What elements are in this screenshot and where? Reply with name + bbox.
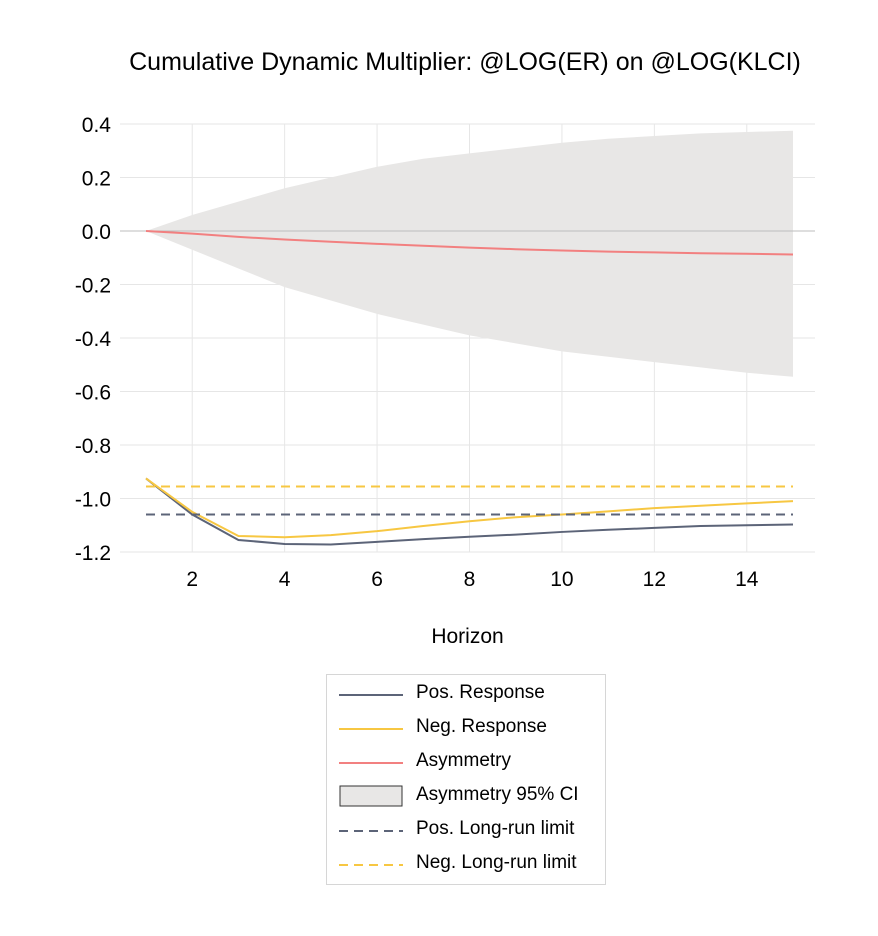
series-line-neg-response (145, 477, 794, 539)
x-tick-label: 10 (550, 568, 573, 591)
legend-label: Pos. Response (416, 682, 545, 703)
x-tick-label: 6 (371, 568, 383, 591)
legend-label: Asymmetry (416, 750, 511, 771)
legend-item: Pos. Response (327, 678, 605, 712)
ci-band (146, 130, 793, 377)
y-tick-label: -0.6 (75, 382, 111, 405)
chart-title: Cumulative Dynamic Multiplier: @LOG(ER) … (129, 48, 801, 76)
x-tick-label: 8 (464, 568, 476, 591)
legend-label: Asymmetry 95% CI (416, 784, 579, 805)
y-tick-label: -0.2 (75, 275, 111, 298)
legend-label: Neg. Response (416, 716, 547, 737)
y-tick-label: -1.2 (75, 542, 111, 565)
legend-item: Asymmetry 95% CI (327, 780, 605, 814)
y-tick-label: 0.0 (82, 221, 111, 244)
x-tick-label: 14 (735, 568, 759, 591)
y-tick-label: -0.8 (75, 435, 111, 458)
y-tick-label: -0.4 (75, 328, 112, 351)
x-axis-label: Horizon (431, 625, 504, 648)
legend-label: Neg. Long-run limit (416, 852, 577, 873)
x-tick-label: 12 (643, 568, 666, 591)
series-line-pos-response (145, 477, 794, 546)
legend-swatch (339, 728, 403, 730)
x-tick-label: 2 (186, 568, 198, 591)
legend-swatch (339, 785, 403, 807)
chart-legend: Pos. Response Neg. Response Asymmetry Asymm… (326, 674, 606, 885)
y-tick-label: -1.0 (75, 489, 111, 512)
legend-item: Asymmetry (327, 746, 605, 780)
legend-swatch (339, 762, 403, 764)
y-tick-label: 0.4 (82, 114, 112, 137)
legend-item: Neg. Response (327, 712, 605, 746)
legend-swatch (339, 830, 403, 832)
legend-swatch (339, 694, 403, 696)
legend-item: Neg. Long-run limit (327, 848, 605, 882)
y-tick-label: 0.2 (82, 168, 111, 191)
legend-label: Pos. Long-run limit (416, 818, 575, 839)
legend-item: Pos. Long-run limit (327, 814, 605, 848)
legend-swatch (339, 864, 403, 866)
x-tick-label: 4 (279, 568, 291, 591)
series-line-asymmetry (145, 230, 794, 256)
